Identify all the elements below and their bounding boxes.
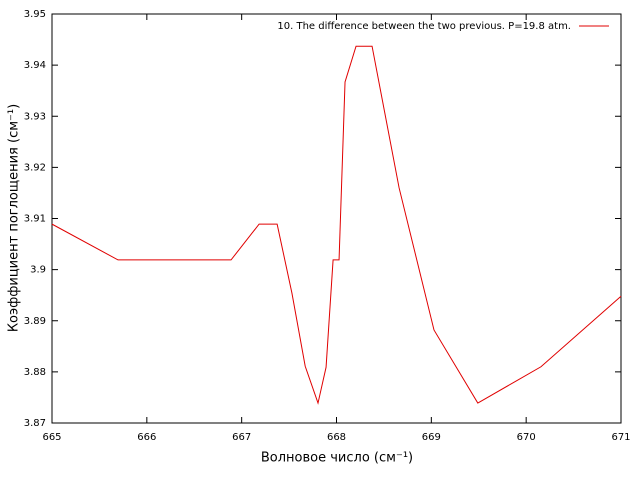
x-tick-label: 669 [422, 432, 441, 443]
y-tick-label: 3.91 [24, 214, 46, 225]
y-tick-label: 3.87 [24, 418, 46, 429]
plot-border [51, 13, 622, 424]
y-tick-label: 3.88 [24, 367, 46, 378]
x-tick-label: 665 [42, 432, 61, 443]
y-tick-label: 3.92 [24, 162, 46, 173]
x-tick-label: 670 [517, 432, 536, 443]
y-tick-label: 3.9 [30, 265, 46, 276]
y-tick-label: 3.89 [24, 316, 46, 327]
x-tick-label: 666 [137, 432, 156, 443]
x-tick-label: 671 [611, 432, 630, 443]
legend-label: 10. The difference between the two previ… [277, 21, 571, 32]
y-axis-title: Коэффициент поглощения (см⁻¹) [7, 104, 22, 332]
x-axis-title: Волновое число (см⁻¹) [261, 451, 413, 466]
y-tick-label: 3.95 [24, 9, 46, 20]
x-tick-label: 667 [232, 432, 251, 443]
line [51, 45, 622, 405]
x-tick-label: 668 [327, 432, 346, 443]
y-tick-label: 3.93 [24, 111, 46, 122]
y-tick-label: 3.94 [24, 60, 46, 71]
